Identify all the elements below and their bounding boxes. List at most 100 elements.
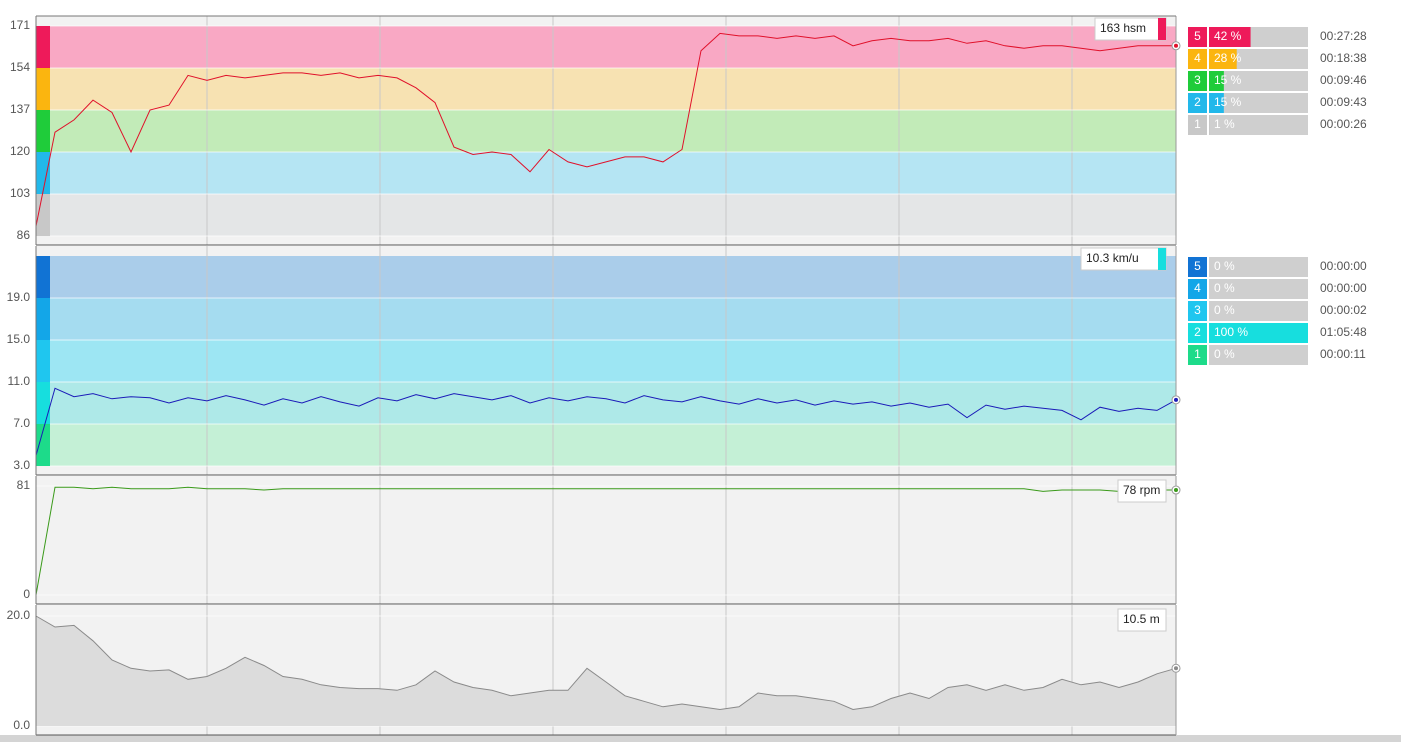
zone-band xyxy=(50,298,1176,340)
current-point-core xyxy=(1174,488,1178,493)
zone-strip xyxy=(36,256,50,298)
zone-time: 00:00:00 xyxy=(1320,259,1367,273)
zone-number: 4 xyxy=(1194,281,1201,295)
zone-number: 2 xyxy=(1194,95,1201,109)
y-tick-label: 103 xyxy=(10,186,30,200)
current-point-core xyxy=(1174,397,1178,402)
y-tick-label: 7.0 xyxy=(13,416,30,430)
zone-number: 5 xyxy=(1194,259,1201,273)
zone-number-box xyxy=(1188,49,1207,69)
zone-percent: 15 % xyxy=(1214,95,1242,109)
zone-time: 00:09:43 xyxy=(1320,95,1367,109)
current-value-label: 78 rpm xyxy=(1123,483,1160,497)
zone-band xyxy=(50,424,1176,466)
current-value-box xyxy=(1117,479,1167,503)
zone-bar-track xyxy=(1209,301,1308,321)
current-value-label: 10.5 m xyxy=(1123,612,1160,626)
zone-bar-track xyxy=(1209,345,1308,365)
zone-band xyxy=(50,194,1176,236)
zone-percent: 0 % xyxy=(1214,347,1235,361)
zone-band xyxy=(50,340,1176,382)
panel-background xyxy=(36,476,1176,604)
zone-bar xyxy=(1209,49,1237,69)
zone-number-box xyxy=(1188,345,1207,365)
zone-time: 00:00:11 xyxy=(1320,347,1366,361)
zone-strip xyxy=(36,298,50,340)
y-tick-label: 137 xyxy=(10,102,30,116)
y-tick-label: 154 xyxy=(10,60,30,74)
zone-number: 3 xyxy=(1194,303,1201,317)
zone-number: 4 xyxy=(1194,51,1201,65)
zone-number: 1 xyxy=(1194,347,1201,361)
zone-bar xyxy=(1209,93,1224,113)
zone-percent: 0 % xyxy=(1214,281,1235,295)
current-value-tab xyxy=(1158,248,1166,270)
zone-percent: 42 % xyxy=(1214,29,1242,43)
zone-band xyxy=(50,68,1176,110)
zone-number: 1 xyxy=(1194,117,1201,131)
zone-number-box xyxy=(1188,93,1207,113)
zone-time: 00:18:38 xyxy=(1320,51,1367,65)
zone-percent: 0 % xyxy=(1214,259,1235,273)
current-value-tab xyxy=(1158,18,1166,40)
y-tick-label: 81 xyxy=(17,478,31,492)
zone-strip xyxy=(36,68,50,110)
zone-bar-track xyxy=(1209,115,1308,135)
zone-time: 00:00:02 xyxy=(1320,303,1367,317)
zone-time: 00:09:46 xyxy=(1320,73,1367,87)
zone-number: 2 xyxy=(1194,325,1201,339)
current-value-label: 163 hsm xyxy=(1100,21,1146,35)
zone-band xyxy=(50,26,1176,68)
zone-bar xyxy=(1209,27,1251,47)
current-point-core xyxy=(1174,666,1178,671)
zone-number-box xyxy=(1188,257,1207,277)
zone-percent: 28 % xyxy=(1214,51,1242,65)
y-tick-label: 15.0 xyxy=(7,332,31,346)
zone-band xyxy=(50,110,1176,152)
zone-percent: 0 % xyxy=(1214,303,1235,317)
zone-strip xyxy=(36,340,50,382)
zone-strip xyxy=(36,382,50,424)
zone-bar-track xyxy=(1209,93,1308,113)
zone-bar-track xyxy=(1209,71,1308,91)
data-line xyxy=(35,32,1176,227)
y-tick-label: 0 xyxy=(23,587,30,601)
zone-percent: 100 % xyxy=(1214,325,1248,339)
current-value-label: 10.3 km/u xyxy=(1086,251,1139,265)
scroll-bar xyxy=(0,735,1401,742)
zone-number-box xyxy=(1188,71,1207,91)
zone-number-box xyxy=(1188,301,1207,321)
data-line xyxy=(35,615,1177,711)
y-tick-label: 3.0 xyxy=(13,458,30,472)
zone-strip xyxy=(36,152,50,194)
zone-number-box xyxy=(1188,279,1207,299)
zone-time: 00:27:28 xyxy=(1320,29,1367,43)
zone-band xyxy=(50,256,1176,298)
zone-time: 01:05:48 xyxy=(1320,325,1367,339)
y-tick-label: 20.0 xyxy=(7,608,31,622)
y-tick-label: 0.0 xyxy=(13,718,30,732)
y-tick-label: 11.0 xyxy=(8,374,31,388)
zone-strip xyxy=(36,194,50,236)
zone-percent: 1 % xyxy=(1214,117,1235,131)
zone-number-box xyxy=(1188,115,1207,135)
current-value-box xyxy=(1117,608,1167,632)
zone-time: 00:00:26 xyxy=(1320,117,1367,131)
zone-bar xyxy=(1209,323,1308,343)
zone-bar xyxy=(1209,71,1224,91)
y-tick-label: 86 xyxy=(17,228,31,242)
y-tick-label: 171 xyxy=(10,18,30,32)
zone-band xyxy=(50,152,1176,194)
zone-strip xyxy=(36,110,50,152)
data-line xyxy=(35,486,1176,596)
y-tick-label: 19.0 xyxy=(7,290,31,304)
zone-strip xyxy=(36,26,50,68)
zone-bar-track xyxy=(1209,257,1308,277)
data-line xyxy=(35,387,1177,456)
y-tick-label: 120 xyxy=(10,144,30,158)
zone-time: 00:00:00 xyxy=(1320,281,1367,295)
zone-percent: 15 % xyxy=(1214,73,1242,87)
zone-number-box xyxy=(1188,323,1207,343)
